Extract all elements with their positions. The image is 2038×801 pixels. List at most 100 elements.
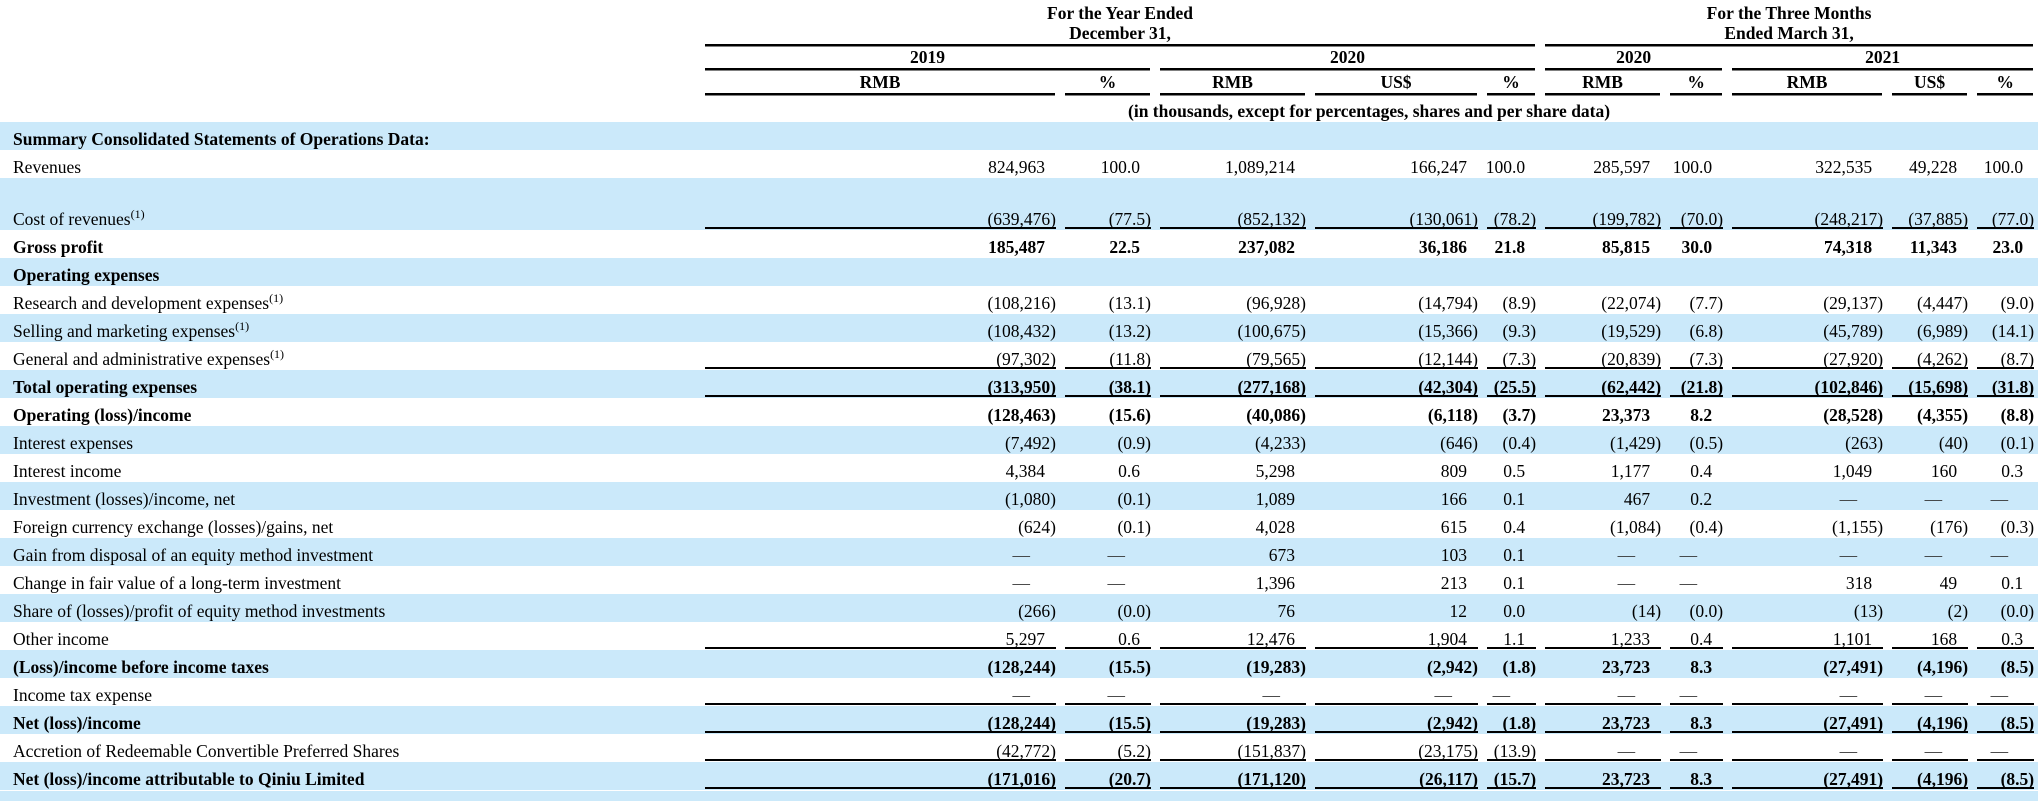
cell-value: (1,155) — [1832, 517, 1884, 538]
cell-value: (25.5) — [1482, 370, 1541, 399]
cell-value: (263) — [1845, 433, 1884, 454]
cell-value: — — [1679, 545, 1698, 566]
cell-value: (852,132) — [1155, 178, 1310, 231]
cell-value — [1310, 122, 1482, 150]
cell-value: 166,247 — [1410, 157, 1467, 178]
cell-value: 100.0 — [1485, 157, 1526, 178]
cell-value: — — [1665, 734, 1728, 763]
cell-value: (14,794) — [1418, 293, 1478, 314]
cell-value: (2) — [1947, 601, 1969, 622]
cell-value: (0.0) — [1117, 601, 1151, 622]
cell-value: — — [1107, 545, 1126, 566]
cell-value: 809 — [1440, 461, 1467, 482]
cell-value: 0.1 — [1503, 573, 1526, 594]
row-label: Net (loss)/income — [13, 713, 141, 734]
table-row: Net (loss)/income attributable to Qiniu … — [0, 762, 2038, 791]
cell-value — [1887, 122, 1972, 150]
cell-value: 23,723 — [1601, 657, 1651, 678]
cell-value: 673 — [1268, 545, 1295, 566]
table-row: Operating (loss)/income (128,463) (15.6) (4… — [0, 398, 2038, 426]
cell-value: (19,283) — [1246, 657, 1306, 678]
cell-value: (0.1) — [1117, 517, 1151, 538]
cell-value: — — [1012, 573, 1031, 594]
table-row: Selling and marketing expenses(1) (108,43… — [0, 314, 2038, 343]
cell-value: (6,118) — [1427, 405, 1478, 426]
cell-value — [1482, 122, 1540, 150]
cell-value: 8.3 — [1665, 706, 1728, 735]
table-row: Share of (losses)/profit of equity metho… — [0, 594, 2038, 623]
cell-value: — — [1012, 545, 1031, 566]
cell-value: 1,089,214 — [1225, 157, 1295, 178]
table-row: (Loss)/income before income taxes (128,24… — [0, 650, 2038, 679]
cell-value: — — [1839, 545, 1858, 566]
cell-value: 1.1 — [1482, 622, 1541, 651]
table-row: Cost of revenues(1) (639,476) (77.5) (852,1… — [0, 178, 2038, 231]
cell-value: 12 — [1449, 601, 1468, 622]
cell-value: (13) — [1853, 601, 1884, 622]
cell-value: (4,262) — [1887, 342, 1973, 371]
cell-value: 0.2 — [1690, 489, 1713, 510]
cell-value: — — [1679, 573, 1698, 594]
cell-value: 1,396 — [1255, 573, 1295, 594]
cell-value — [700, 258, 1060, 286]
cell-value: — — [1887, 678, 1973, 707]
cell-value: 23,373 — [1601, 405, 1651, 426]
row-label: (Loss)/income before income taxes — [13, 657, 269, 678]
cell-value: (19,283) — [1155, 706, 1310, 735]
cell-value: 213 — [1440, 573, 1467, 594]
cell-value: — — [1727, 678, 1888, 707]
table-row: Interest expenses (7,492) (0.9) (4,233) (646… — [0, 426, 2038, 455]
cell-value: 85,815 — [1601, 237, 1651, 258]
cell-value: (15,366) — [1418, 321, 1478, 342]
cell-value — [1972, 122, 2038, 150]
cell-value: — — [1540, 678, 1666, 707]
cell-value: 0.3 — [1972, 622, 2038, 651]
header-year-row: 2019 2020 2020 2021 — [0, 48, 2038, 73]
header-spacer — [0, 97, 700, 122]
year-2020: 2020 — [1155, 48, 1541, 73]
unit-usd-q2021: US$ — [1887, 72, 1973, 98]
cell-value: 0.5 — [1503, 461, 1526, 482]
cell-value: 1,049 — [1832, 461, 1873, 482]
cell-value: 0.4 — [1690, 461, 1713, 482]
cell-value: 160 — [1930, 461, 1958, 482]
quarter-2021: 2021 — [1727, 48, 2038, 73]
cell-value: 23,723 — [1540, 706, 1666, 735]
cell-value: 100.0 — [1672, 157, 1713, 178]
cell-value: (97,302) — [700, 342, 1060, 371]
cell-value: (29,137) — [1823, 293, 1884, 314]
cell-value: (0.3) — [2000, 517, 2035, 538]
cell-value: (79,565) — [1155, 342, 1310, 371]
cell-value: 0.4 — [1503, 517, 1526, 538]
cell-value: (0.1) — [2000, 433, 2035, 454]
cell-value: 103 — [1440, 545, 1467, 566]
cell-value: 23,723 — [1540, 762, 1666, 791]
row-label: Cost of revenues(1) — [13, 207, 145, 230]
cell-value: 318 — [1845, 573, 1873, 594]
cell-value: (21.8) — [1665, 370, 1728, 399]
cell-value: (171,016) — [700, 762, 1060, 791]
table-row: Total operating expenses (313,950) (38.1)(… — [0, 370, 2038, 399]
cell-value: (26,117) — [1310, 762, 1482, 791]
cell-value: (20,839) — [1540, 342, 1666, 371]
cell-value: 100.0 — [1983, 157, 2024, 178]
cell-value: (37,885) — [1887, 178, 1973, 231]
table-row: Summary Consolidated Statements of Opera… — [0, 122, 2038, 151]
cell-value: 5,297 — [700, 622, 1060, 651]
cell-value: (7.3) — [1665, 342, 1728, 371]
cell-value: 0.1 — [1503, 489, 1526, 510]
cell-value: (70.0) — [1665, 178, 1728, 231]
cell-value: 0.0 — [1503, 601, 1526, 622]
cell-value: 22.5 — [1109, 237, 1140, 258]
header-spacer — [0, 4, 700, 48]
cell-value: (27,491) — [1727, 762, 1888, 791]
table-header: For the Year Ended December 31, For the … — [0, 3, 2038, 122]
cell-value — [1727, 122, 1887, 150]
cell-value: (38.1) — [1060, 370, 1155, 399]
cell-value: 166 — [1440, 489, 1467, 510]
cell-value: (100,675) — [1237, 321, 1306, 342]
header-spacer — [0, 48, 700, 73]
cell-value — [1310, 258, 1482, 286]
cell-value: (8.5) — [1972, 762, 2038, 791]
cell-value: 1,089 — [1255, 489, 1295, 510]
